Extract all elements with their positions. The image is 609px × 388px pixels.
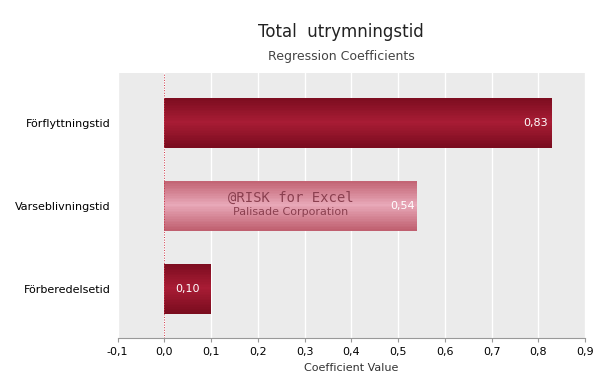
Bar bbox=[164, 187, 417, 189]
Bar bbox=[164, 123, 552, 125]
Bar bbox=[164, 130, 552, 131]
Bar bbox=[164, 98, 552, 100]
Bar bbox=[164, 114, 552, 116]
Bar bbox=[164, 217, 417, 219]
Bar bbox=[164, 285, 211, 287]
Bar bbox=[164, 222, 417, 224]
Bar bbox=[164, 292, 211, 294]
Bar bbox=[164, 199, 417, 201]
Bar bbox=[164, 191, 417, 192]
Bar bbox=[164, 308, 211, 310]
Bar bbox=[164, 103, 552, 105]
Bar bbox=[164, 136, 552, 138]
Bar bbox=[164, 128, 552, 130]
Bar bbox=[164, 295, 211, 297]
Bar bbox=[164, 264, 211, 265]
Bar bbox=[164, 269, 211, 270]
Bar bbox=[164, 101, 552, 103]
Bar bbox=[164, 279, 211, 281]
Text: Regression Coefficients: Regression Coefficients bbox=[268, 50, 414, 64]
Bar bbox=[164, 287, 211, 289]
Text: 0,54: 0,54 bbox=[390, 201, 415, 211]
Bar bbox=[164, 143, 552, 144]
Bar bbox=[164, 181, 417, 183]
Bar bbox=[164, 310, 211, 312]
Bar bbox=[164, 226, 417, 227]
Bar bbox=[164, 229, 417, 231]
Bar bbox=[164, 272, 211, 274]
Bar bbox=[164, 224, 417, 226]
Bar bbox=[164, 216, 417, 217]
Bar bbox=[164, 300, 211, 302]
Bar bbox=[164, 133, 552, 135]
Text: Total  utrymningstid: Total utrymningstid bbox=[258, 23, 424, 41]
Bar bbox=[164, 146, 552, 148]
Bar bbox=[164, 135, 552, 136]
Bar bbox=[164, 131, 552, 133]
Bar bbox=[164, 270, 211, 272]
Bar bbox=[164, 282, 211, 284]
X-axis label: Coefficient Value: Coefficient Value bbox=[304, 363, 398, 373]
Bar bbox=[164, 219, 417, 221]
Bar bbox=[164, 125, 552, 126]
Bar bbox=[164, 214, 417, 216]
Bar bbox=[164, 267, 211, 269]
Text: Palisade Corporation: Palisade Corporation bbox=[233, 208, 348, 217]
Text: 0,83: 0,83 bbox=[523, 118, 547, 128]
Text: @RISK for Excel: @RISK for Excel bbox=[228, 191, 353, 204]
Bar bbox=[164, 110, 552, 111]
Bar bbox=[164, 196, 417, 197]
Bar bbox=[164, 208, 417, 209]
Bar bbox=[164, 284, 211, 285]
Bar bbox=[164, 275, 211, 277]
Bar bbox=[164, 299, 211, 300]
Bar bbox=[164, 184, 417, 186]
Bar bbox=[164, 116, 552, 118]
Bar bbox=[164, 294, 211, 295]
Bar bbox=[164, 183, 417, 184]
Bar bbox=[164, 106, 552, 108]
Bar bbox=[164, 189, 417, 191]
Bar bbox=[164, 111, 552, 113]
Bar bbox=[164, 277, 211, 279]
Bar bbox=[164, 108, 552, 110]
Bar bbox=[164, 203, 417, 204]
Bar bbox=[164, 206, 417, 208]
Bar bbox=[164, 227, 417, 229]
Bar bbox=[164, 289, 211, 290]
Bar bbox=[164, 201, 417, 203]
Bar bbox=[164, 303, 211, 305]
Bar bbox=[164, 192, 417, 194]
Bar bbox=[164, 186, 417, 187]
Bar bbox=[164, 302, 211, 303]
Bar bbox=[164, 209, 417, 211]
Bar bbox=[164, 290, 211, 292]
Bar bbox=[164, 141, 552, 143]
Bar bbox=[164, 138, 552, 140]
Bar bbox=[164, 144, 552, 146]
Bar bbox=[164, 118, 552, 120]
Bar bbox=[164, 265, 211, 267]
Bar bbox=[164, 211, 417, 213]
Bar bbox=[164, 197, 417, 199]
Bar bbox=[164, 307, 211, 308]
Bar bbox=[164, 120, 552, 121]
Bar bbox=[164, 305, 211, 307]
Bar bbox=[164, 204, 417, 206]
Bar bbox=[164, 194, 417, 196]
Bar bbox=[164, 297, 211, 299]
Bar bbox=[164, 274, 211, 275]
Bar bbox=[164, 221, 417, 222]
Bar bbox=[164, 312, 211, 314]
Bar bbox=[164, 121, 552, 123]
Bar bbox=[164, 105, 552, 106]
Bar bbox=[164, 100, 552, 101]
Bar bbox=[164, 281, 211, 282]
Bar bbox=[164, 113, 552, 114]
Bar bbox=[164, 126, 552, 128]
Text: 0,10: 0,10 bbox=[175, 284, 200, 294]
Bar bbox=[164, 140, 552, 141]
Bar bbox=[164, 213, 417, 214]
